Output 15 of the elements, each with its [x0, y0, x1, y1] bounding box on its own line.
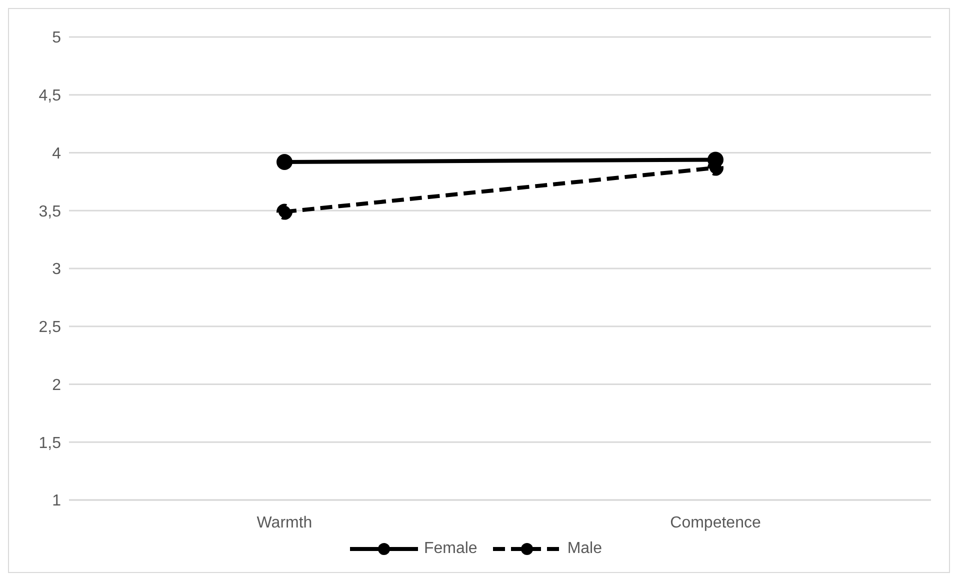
y-tick-label: 1 — [52, 492, 62, 510]
y-tick-label: 4 — [52, 145, 62, 162]
y-tick-label: 5 — [52, 30, 62, 47]
y-tick-label: 2 — [52, 376, 62, 394]
legend-label: Female — [422, 540, 478, 558]
x-tick-label: Competence — [670, 514, 761, 532]
y-tick-label: 3 — [52, 261, 62, 278]
y-tick-label: 3,5 — [38, 203, 62, 220]
x-tick-label: Warmth — [256, 514, 312, 532]
point — [276, 204, 292, 220]
point — [276, 154, 292, 170]
y-tick-label: 2,5 — [38, 319, 62, 336]
legend-label: Male — [566, 540, 602, 558]
y-tick-label: 1,5 — [38, 434, 62, 452]
y-tick-label: 4,5 — [38, 88, 62, 105]
